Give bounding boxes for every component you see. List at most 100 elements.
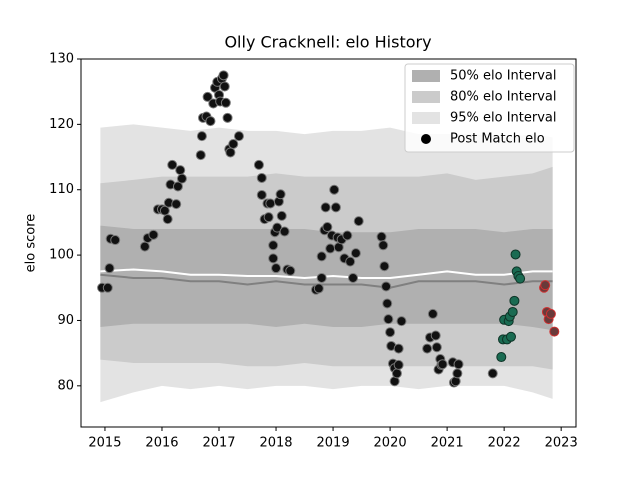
match-point — [396, 316, 407, 327]
match-point — [509, 295, 520, 306]
match-point — [393, 359, 404, 370]
match-point — [171, 199, 182, 210]
match-point — [430, 330, 441, 341]
match-point — [263, 212, 274, 223]
match-point — [285, 265, 296, 276]
legend-swatch — [412, 91, 440, 103]
match-point — [316, 272, 327, 283]
match-point — [162, 214, 173, 225]
match-point — [268, 253, 279, 264]
match-point — [515, 273, 526, 284]
y-axis-label: elo score — [24, 214, 39, 273]
match-point — [256, 172, 267, 183]
match-point — [320, 202, 331, 213]
match-point — [545, 308, 556, 319]
match-point — [265, 198, 276, 209]
y-tick-label: 90 — [57, 313, 74, 328]
match-point — [110, 235, 121, 246]
match-point — [256, 189, 267, 200]
match-point — [391, 368, 402, 379]
y-tick-label: 130 — [49, 52, 74, 67]
match-point — [222, 112, 233, 123]
match-point — [383, 314, 394, 325]
legend-box — [404, 63, 575, 153]
match-point — [139, 241, 150, 252]
match-point — [233, 131, 244, 142]
match-point — [496, 352, 507, 363]
y-tick-label: 110 — [49, 182, 74, 197]
x-tick-label: 2020 — [374, 436, 407, 451]
match-point — [175, 165, 186, 176]
match-point — [452, 368, 463, 379]
match-point — [431, 342, 442, 353]
match-point — [195, 150, 206, 161]
match-point — [453, 359, 464, 370]
legend-label: 50% elo Interval — [450, 69, 557, 84]
match-point — [205, 116, 216, 127]
match-point — [505, 331, 516, 342]
match-point — [276, 210, 287, 221]
legend-label: 95% elo Interval — [450, 111, 557, 126]
y-tick-label: 120 — [49, 117, 74, 132]
match-point — [540, 280, 551, 291]
match-point — [225, 147, 236, 158]
y-tick-label: 100 — [49, 248, 74, 263]
match-point — [322, 221, 333, 232]
match-point — [353, 216, 364, 227]
match-point — [275, 189, 286, 200]
match-point — [325, 243, 336, 254]
plot-frame — [80, 58, 577, 428]
x-tick-label: 2021 — [431, 436, 464, 451]
match-point — [376, 231, 387, 242]
match-point — [202, 91, 213, 102]
trend-line — [100, 273, 553, 289]
x-tick-label: 2022 — [488, 436, 521, 451]
x-tick-label: 2016 — [145, 436, 178, 451]
x-tick-label: 2017 — [202, 436, 235, 451]
match-point — [549, 326, 560, 337]
match-point — [219, 81, 230, 92]
match-point — [228, 138, 239, 149]
match-point — [385, 327, 396, 338]
match-point — [393, 343, 404, 354]
legend-label: 80% elo Interval — [450, 90, 557, 105]
match-point — [379, 261, 390, 272]
match-point — [220, 97, 231, 108]
match-point — [104, 263, 115, 274]
match-point — [218, 70, 229, 81]
match-point — [102, 282, 113, 293]
match-point — [382, 298, 393, 309]
match-point — [253, 159, 264, 170]
y-tick-label: 80 — [57, 378, 74, 393]
match-point — [279, 226, 290, 237]
legend-swatch — [412, 70, 440, 82]
match-point — [378, 240, 389, 251]
match-point — [437, 359, 448, 370]
match-point — [176, 173, 187, 184]
match-point — [330, 202, 341, 213]
match-point — [196, 131, 207, 142]
x-tick-label: 2023 — [545, 436, 578, 451]
match-point — [271, 263, 282, 274]
match-point — [422, 343, 433, 354]
match-point — [329, 184, 340, 195]
legend-label: Post Match elo — [450, 132, 545, 147]
trend-line — [100, 268, 553, 279]
match-point — [316, 251, 327, 262]
match-point — [507, 306, 518, 317]
match-point — [342, 230, 353, 241]
x-tick-label: 2019 — [317, 436, 350, 451]
match-point — [313, 283, 324, 294]
x-tick-label: 2018 — [259, 436, 292, 451]
match-point — [268, 240, 279, 251]
match-point — [167, 159, 178, 170]
chart-title: Olly Cracknell: elo History — [224, 33, 431, 52]
match-point — [350, 248, 361, 259]
match-point — [381, 281, 392, 292]
match-point — [510, 249, 521, 260]
match-point — [172, 181, 183, 192]
match-point — [345, 256, 356, 267]
x-tick-label: 2015 — [88, 436, 121, 451]
match-point — [348, 272, 359, 283]
